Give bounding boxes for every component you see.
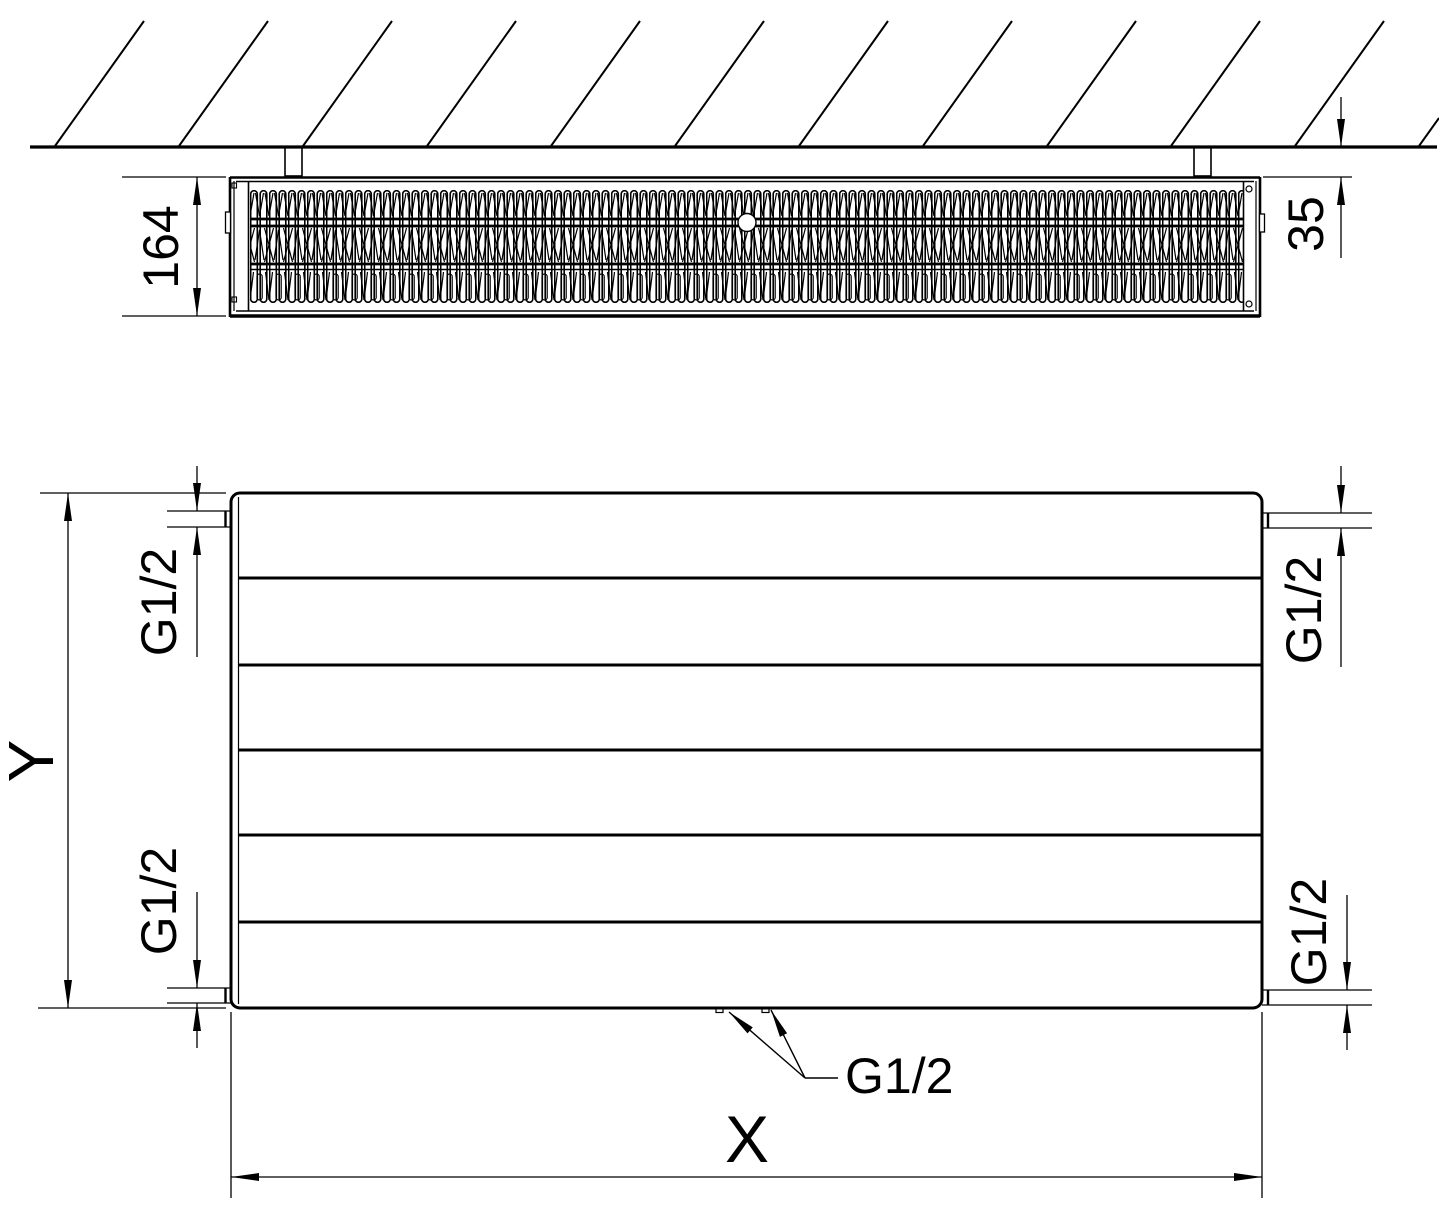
dimension-depth-164: 164 bbox=[122, 176, 226, 317]
connection-label-top-left: G1/2 bbox=[131, 548, 187, 656]
width-dimension-label: X bbox=[725, 1102, 769, 1176]
dimension-width-x: X bbox=[230, 1012, 1263, 1198]
dimension-height-y: Y bbox=[0, 492, 226, 1009]
connection-leader-bottom-center: G1/2 bbox=[728, 1009, 953, 1104]
connection-label-bottom-right: G1/2 bbox=[1281, 878, 1337, 986]
hatch-line bbox=[302, 20, 393, 147]
dimension-wall-gap-35: 35 bbox=[1263, 97, 1352, 258]
leader-arrow bbox=[770, 1009, 806, 1079]
bottom-connection-notch bbox=[761, 1007, 770, 1014]
hatch-line bbox=[1294, 20, 1385, 147]
bracket-left bbox=[284, 146, 303, 177]
fin-joint-center bbox=[737, 212, 757, 233]
hatch-line bbox=[1170, 20, 1261, 147]
screw-left-bottom bbox=[231, 296, 238, 303]
connection-label-bottom-left: G1/2 bbox=[131, 847, 187, 955]
connection-label-top-right: G1/2 bbox=[1276, 556, 1332, 664]
depth-dimension-label: 164 bbox=[133, 205, 189, 288]
hatch-line bbox=[922, 20, 1013, 147]
bracket-right bbox=[1193, 146, 1212, 177]
hatch-line bbox=[178, 20, 269, 147]
side-tab-left bbox=[224, 211, 232, 234]
screw-right-top bbox=[1245, 185, 1253, 193]
mounting-brackets bbox=[284, 146, 1212, 177]
wall-hatching bbox=[30, 20, 1439, 149]
wall-gap-dimension-label: 35 bbox=[1278, 196, 1334, 252]
dimension-connection-bottom-left: G1/2 bbox=[131, 847, 231, 1048]
dimension-connection-top-right: G1/2 bbox=[1262, 466, 1372, 667]
hatch-line bbox=[54, 20, 145, 147]
dimension-connection-bottom-right: G1/2 bbox=[1262, 878, 1372, 1050]
dimension-connection-top-left: G1/2 bbox=[131, 466, 231, 657]
height-dimension-label: Y bbox=[0, 740, 67, 783]
radiator-front-view bbox=[224, 491, 1270, 1014]
hatch-line bbox=[426, 20, 517, 147]
screw-left-top bbox=[231, 182, 238, 189]
side-tab-right bbox=[1258, 213, 1266, 233]
bottom-connection-notch bbox=[715, 1007, 724, 1014]
convector-fins bbox=[250, 190, 1243, 303]
hatch-line bbox=[1046, 20, 1137, 147]
hatch-line bbox=[798, 20, 889, 147]
hatch-line bbox=[550, 20, 641, 147]
leader-arrow bbox=[728, 1011, 806, 1079]
screw-right-bottom bbox=[1245, 300, 1253, 308]
hatch-line bbox=[1418, 117, 1439, 147]
hatch-line bbox=[674, 20, 765, 147]
connection-label-bottom-center: G1/2 bbox=[845, 1048, 953, 1104]
radiator-top-view bbox=[224, 176, 1266, 318]
